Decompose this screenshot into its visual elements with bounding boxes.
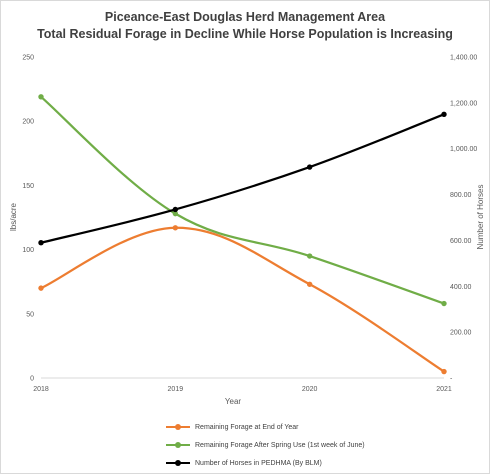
series-1-point [38,285,44,291]
series-2-point [172,210,179,217]
x-tick-label: 2018 [33,386,49,393]
y-tick-label: 0 [30,376,34,383]
series-2-point [441,300,447,307]
legend-swatch [166,441,190,449]
series-3-point [441,111,447,118]
y-tick-label: 200 [22,119,34,126]
y2-tick-label: 1,000.00 [450,146,477,153]
series-3-point [38,240,44,246]
series-1-point [172,225,179,231]
y-axis-label: lbs/acre [9,202,18,231]
y2-tick-label: 600.00 [450,238,472,245]
x-axis-label: Year [225,397,242,406]
legend-item-number-of-horses: Number of Horses in PEDHMA (By BLM) [166,454,365,472]
chart-legend: Remaining Forage at End of Year Remainin… [166,418,365,472]
series-1-point [441,368,447,375]
y2-tick-label: 1,200.00 [450,100,477,107]
series-2-point [38,94,44,100]
series-3-point [172,206,179,213]
y2-tick-label: - [450,376,453,383]
y-tick-label: 250 [22,55,34,62]
y-tick-label: 50 [26,311,34,318]
legend-label: Remaining Forage After Spring Use (1st w… [195,441,365,449]
y2-axis-label: Number of Horses [476,185,485,250]
series-2-point [306,253,313,259]
chart-subtitle: Total Residual Forage in Decline While H… [37,27,453,41]
legend-label: Number of Horses in PEDHMA (By BLM) [195,459,322,467]
y2-tick-label: 200.00 [450,330,472,337]
legend-label: Remaining Forage at End of Year [195,423,299,431]
x-tick-label: 2020 [302,386,318,393]
y2-tick-label: 1,400.00 [450,55,477,62]
legend-item-after-spring-use: Remaining Forage After Spring Use (1st w… [166,436,365,454]
y-tick-label: 150 [22,183,34,190]
series-line-1 [39,226,446,373]
series-line-2 [39,95,446,305]
chart-axes: 2018 2019 2020 2021 0 50 100 150 200 250 - 200.00 40… [22,55,477,394]
legend-swatch [166,459,190,467]
chart-series [38,94,447,375]
y2-tick-label: 800.00 [450,192,472,199]
y-tick-label: 100 [22,247,34,254]
chart-title: Piceance-East Douglas Herd Management Ar… [104,10,386,24]
series-line-3 [39,113,446,244]
x-tick-label: 2021 [436,386,452,393]
series-1-point [306,281,313,287]
legend-item-end-of-year: Remaining Forage at End of Year [166,418,365,436]
legend-swatch [166,423,190,431]
y2-tick-label: 400.00 [450,284,472,291]
x-tick-label: 2019 [168,386,184,393]
series-3-point [306,164,313,170]
